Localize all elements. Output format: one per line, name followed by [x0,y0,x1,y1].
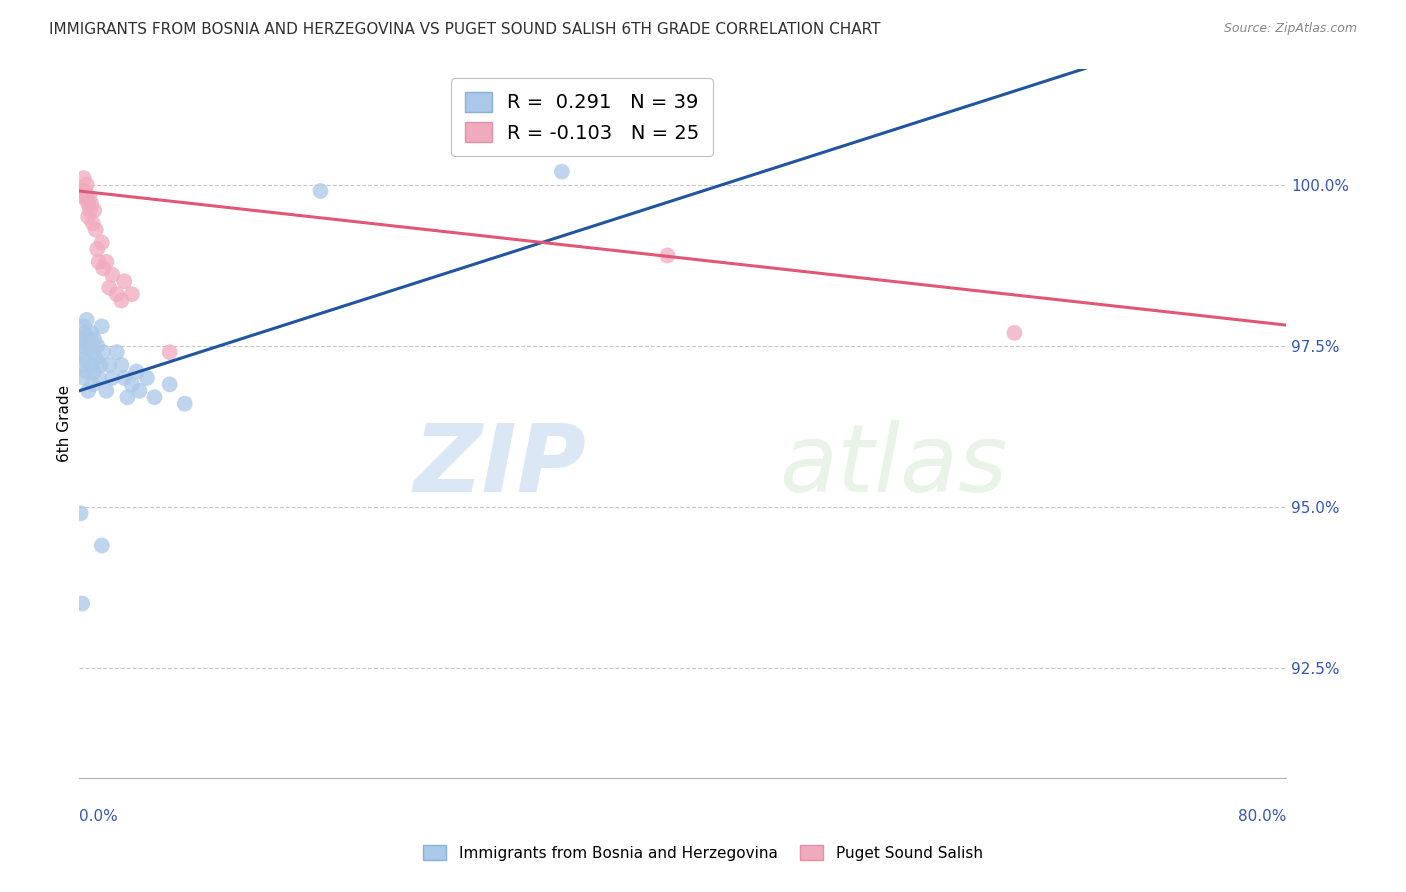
Text: IMMIGRANTS FROM BOSNIA AND HERZEGOVINA VS PUGET SOUND SALISH 6TH GRADE CORRELATI: IMMIGRANTS FROM BOSNIA AND HERZEGOVINA V… [49,22,880,37]
Point [76,313,98,327]
Point [82,216,104,230]
Point [77,384,100,398]
Point [96,384,118,398]
Point [121,377,143,392]
Point [84,351,107,366]
Point [70,597,93,611]
Point [117,390,139,404]
Point [551,164,574,178]
Point [121,287,143,301]
Point [79,339,101,353]
Text: 80.0%: 80.0% [1237,809,1286,824]
Point [112,274,135,288]
Point [82,377,104,392]
Point [83,203,105,218]
Point [77,197,100,211]
Text: ZIP: ZIP [413,419,586,512]
Point [77,210,100,224]
Legend: R =  0.291   N = 39, R = -0.103   N = 25: R = 0.291 N = 39, R = -0.103 N = 25 [451,78,713,156]
Point [84,222,107,236]
Point [90,235,112,250]
Point [128,384,150,398]
Point [70,332,93,346]
Point [83,364,105,378]
Point [657,248,679,262]
Point [72,190,94,204]
Point [80,326,103,340]
Point [91,345,114,359]
Point [75,184,97,198]
Point [87,371,110,385]
Point [1002,326,1025,340]
Point [75,326,97,340]
Point [105,287,128,301]
Point [105,345,128,359]
Point [76,178,98,192]
Text: Source: ZipAtlas.com: Source: ZipAtlas.com [1223,22,1357,36]
Text: atlas: atlas [779,420,1007,511]
Point [82,345,104,359]
Point [143,390,166,404]
Point [76,364,98,378]
Point [101,268,124,282]
Point [79,190,101,204]
Point [90,539,112,553]
Point [159,377,181,392]
Point [110,293,132,308]
Text: 0.0%: 0.0% [79,809,118,824]
Point [112,371,135,385]
Point [83,332,105,346]
Point [87,255,110,269]
Point [89,358,111,372]
Point [72,171,94,186]
Point [75,351,97,366]
Point [72,319,94,334]
Point [72,371,94,385]
Point [69,345,91,359]
Point [80,358,103,372]
Point [70,358,93,372]
Point [96,255,118,269]
Point [91,261,114,276]
Point [86,339,108,353]
Point [159,345,181,359]
Point [70,184,93,198]
Point [136,371,159,385]
Y-axis label: 6th Grade: 6th Grade [58,384,72,461]
Point [125,364,148,378]
Point [77,332,100,346]
Point [80,197,103,211]
Point [90,319,112,334]
Point [110,358,132,372]
Point [69,506,91,520]
Legend: Immigrants from Bosnia and Herzegovina, Puget Sound Salish: Immigrants from Bosnia and Herzegovina, … [416,837,990,868]
Point [76,190,98,204]
Point [72,339,94,353]
Point [98,358,121,372]
Point [101,371,124,385]
Point [98,281,121,295]
Point [79,203,101,218]
Point [173,397,195,411]
Point [86,242,108,256]
Point [309,184,332,198]
